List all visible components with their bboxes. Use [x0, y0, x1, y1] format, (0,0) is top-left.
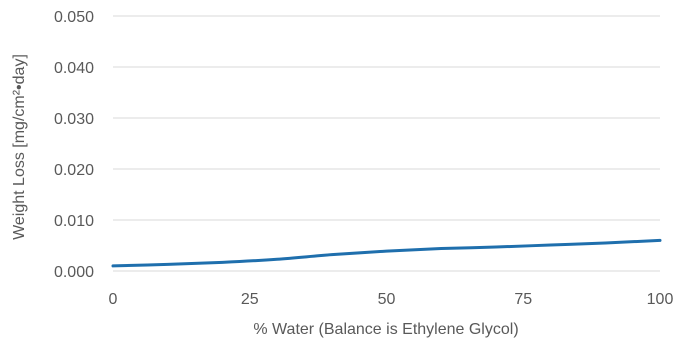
- x-tick-label: 25: [241, 291, 259, 308]
- x-tick-label: 50: [378, 291, 396, 308]
- y-tick-label: 0.010: [54, 213, 94, 230]
- y-tick-label: 0.040: [54, 60, 94, 77]
- x-tick-label: 75: [514, 291, 532, 308]
- x-axis-ticks: 0 25 50 75 100: [109, 291, 674, 308]
- series-lines: [111, 238, 662, 268]
- x-tick-label: 100: [647, 291, 674, 308]
- x-tick-label: 0: [109, 291, 118, 308]
- x-axis-title: % Water (Balance is Ethylene Glycol): [253, 321, 518, 338]
- y-tick-label: 0.020: [54, 162, 94, 179]
- series-line-0: [111, 238, 662, 268]
- y-axis-ticks: 0.000 0.010 0.020 0.030 0.040 0.050: [54, 9, 94, 281]
- grid-lines: [113, 15, 660, 272]
- y-tick-label: 0.030: [54, 111, 94, 128]
- y-tick-label: 0.000: [54, 264, 94, 281]
- y-axis-title: Weight Loss [mg/cm²•day]: [11, 54, 28, 240]
- y-tick-label: 0.050: [54, 9, 94, 26]
